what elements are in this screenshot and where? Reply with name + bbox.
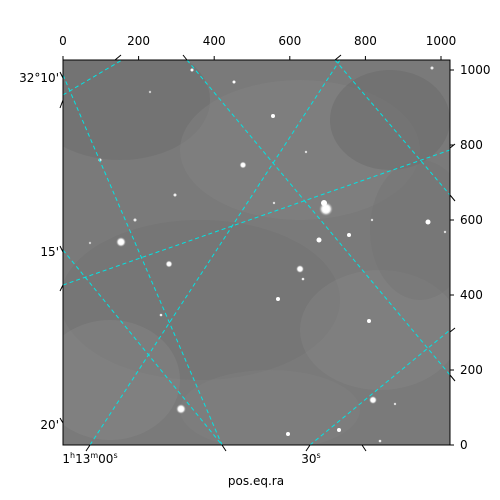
right-tick-label: 400 xyxy=(460,288,483,302)
plot-frame xyxy=(62,59,451,446)
grid-line-dec xyxy=(63,60,123,96)
top-tick-label: 600 xyxy=(278,34,302,48)
top-ticks xyxy=(62,56,442,60)
ra-tick-label: 1h13m00s xyxy=(62,451,118,466)
dec-tick-label: 15' xyxy=(40,245,59,259)
wcs-ticks xyxy=(59,54,456,452)
top-tick-label: 400 xyxy=(202,34,226,48)
ra-tick-label: 30s xyxy=(301,451,321,466)
grid-line-ra xyxy=(186,60,450,376)
grid-line-dec xyxy=(63,149,450,286)
x-axis-label: pos.eq.ra xyxy=(227,474,285,488)
right-tick-label: 600 xyxy=(460,213,483,227)
grid-line-dec xyxy=(309,329,450,445)
right-tick-label: 1000 xyxy=(460,63,491,77)
top-tick-label: 200 xyxy=(127,34,151,48)
top-tick-label: 800 xyxy=(353,34,377,48)
dec-tick-label: 32°10' xyxy=(19,71,59,85)
grid-line-ra xyxy=(334,60,450,196)
right-tick-label: 0 xyxy=(460,438,468,452)
right-tick-label: 800 xyxy=(460,138,483,152)
stars xyxy=(88,66,447,443)
sky-image xyxy=(63,60,450,445)
top-tick-label: 0 xyxy=(59,34,67,48)
dec-tick-label: 20' xyxy=(40,418,59,432)
coordinate-grid xyxy=(63,60,450,445)
right-ticks xyxy=(450,69,454,446)
top-tick-label: 1000 xyxy=(425,34,457,48)
right-tick-label: 200 xyxy=(460,363,483,377)
